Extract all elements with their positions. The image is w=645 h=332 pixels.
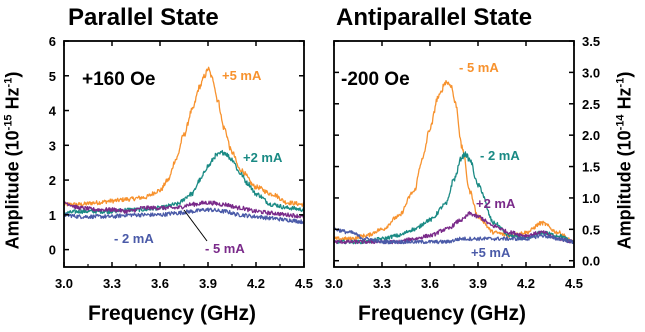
series-label: +5 mA (471, 245, 511, 260)
series-label: +2 mA (243, 150, 283, 165)
annotation-pointer (183, 209, 208, 242)
chart1-title: Parallel State (68, 4, 219, 31)
x-tick-label: 3.3 (103, 276, 121, 291)
series-label: +5 mA (222, 68, 262, 83)
y-tick-label: 2 (49, 173, 56, 188)
y-tick-label: 5 (49, 69, 56, 84)
x-tick-label: 3.9 (469, 276, 487, 291)
chart2-y-axis-label: Amplitude (10-14 Hz-1) (614, 71, 635, 250)
y-tick-label: 0.0 (582, 254, 600, 269)
y-tick-label: 1.0 (582, 191, 600, 206)
x-tick-label: 3.0 (325, 276, 343, 291)
x-tick-label: 3.0 (55, 276, 73, 291)
series-line-1-1 (63, 66, 305, 207)
series-label: - 2 mA (480, 148, 520, 163)
x-tick-label: 3.6 (421, 276, 439, 291)
x-tick-label: 3.9 (199, 276, 217, 291)
y-tick-label: 3 (49, 138, 56, 153)
series-line-1-2 (63, 149, 305, 216)
x-tick-label: 3.3 (373, 276, 391, 291)
x-tick-label: 3.6 (151, 276, 169, 291)
x-tick-label: 4.2 (247, 276, 265, 291)
parallel-chart: 3.0 3.3 3.6 3.9 4.2 4.5 0 1 2 3 4 5 6 +160 Oe +5 mA +2 … (49, 34, 313, 291)
field-label: -200 Oe (341, 69, 410, 90)
x-tick-label: 4.5 (565, 276, 583, 291)
x-tick-label: 4.5 (295, 276, 313, 291)
series-line-2-1 (333, 79, 575, 244)
y-tick-label: 6 (49, 34, 56, 49)
series-label: +2 mA (476, 196, 516, 211)
chart1-y-axis-label: Amplitude (10-15 Hz-1) (2, 71, 23, 250)
series-line-2-3 (333, 211, 575, 245)
series-line-2-4 (333, 227, 575, 245)
series-label: - 5 mA (205, 241, 245, 256)
y-tick-label: 1.5 (582, 160, 600, 175)
x-tick-label: 4.2 (517, 276, 535, 291)
y-tick-label: 0 (49, 243, 56, 258)
y-tick-label: 4 (49, 104, 57, 119)
field-label: +160 Oe (82, 69, 155, 90)
series-line-2-2 (333, 151, 575, 245)
y-tick-label: 3.5 (582, 34, 600, 49)
series-line-1-3 (63, 207, 305, 225)
chart2-x-axis-label: Frequency (GHz) (358, 302, 527, 325)
y-tick-label: 2.5 (582, 97, 600, 112)
series-label: - 5 mA (459, 60, 499, 75)
chart2-title: Antiparallel State (336, 4, 533, 31)
y-tick-label: 2.0 (582, 128, 600, 143)
series-label: - 2 mA (114, 231, 154, 246)
y-tick-label: 0.5 (582, 222, 600, 237)
y-tick-label: 1 (49, 208, 56, 223)
chart1-x-axis-label: Frequency (GHz) (88, 302, 257, 325)
antiparallel-chart: 3.0 3.3 3.6 3.9 4.2 4.5 0.0 0.5 1.0 1.5 2.0 2.5 3.0 3… (325, 34, 600, 291)
series-line-1-4 (63, 200, 305, 219)
y-tick-label: 3.0 (582, 65, 600, 80)
